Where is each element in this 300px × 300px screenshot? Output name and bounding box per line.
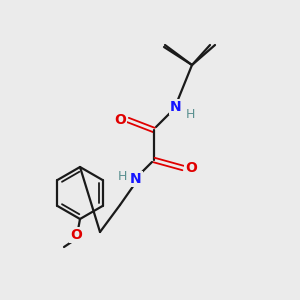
Text: O: O [114, 113, 126, 127]
Text: O: O [70, 228, 82, 242]
Text: H: H [117, 170, 127, 184]
Text: O: O [185, 161, 197, 175]
Text: H: H [185, 109, 195, 122]
Text: N: N [130, 172, 142, 186]
Text: N: N [170, 100, 182, 114]
